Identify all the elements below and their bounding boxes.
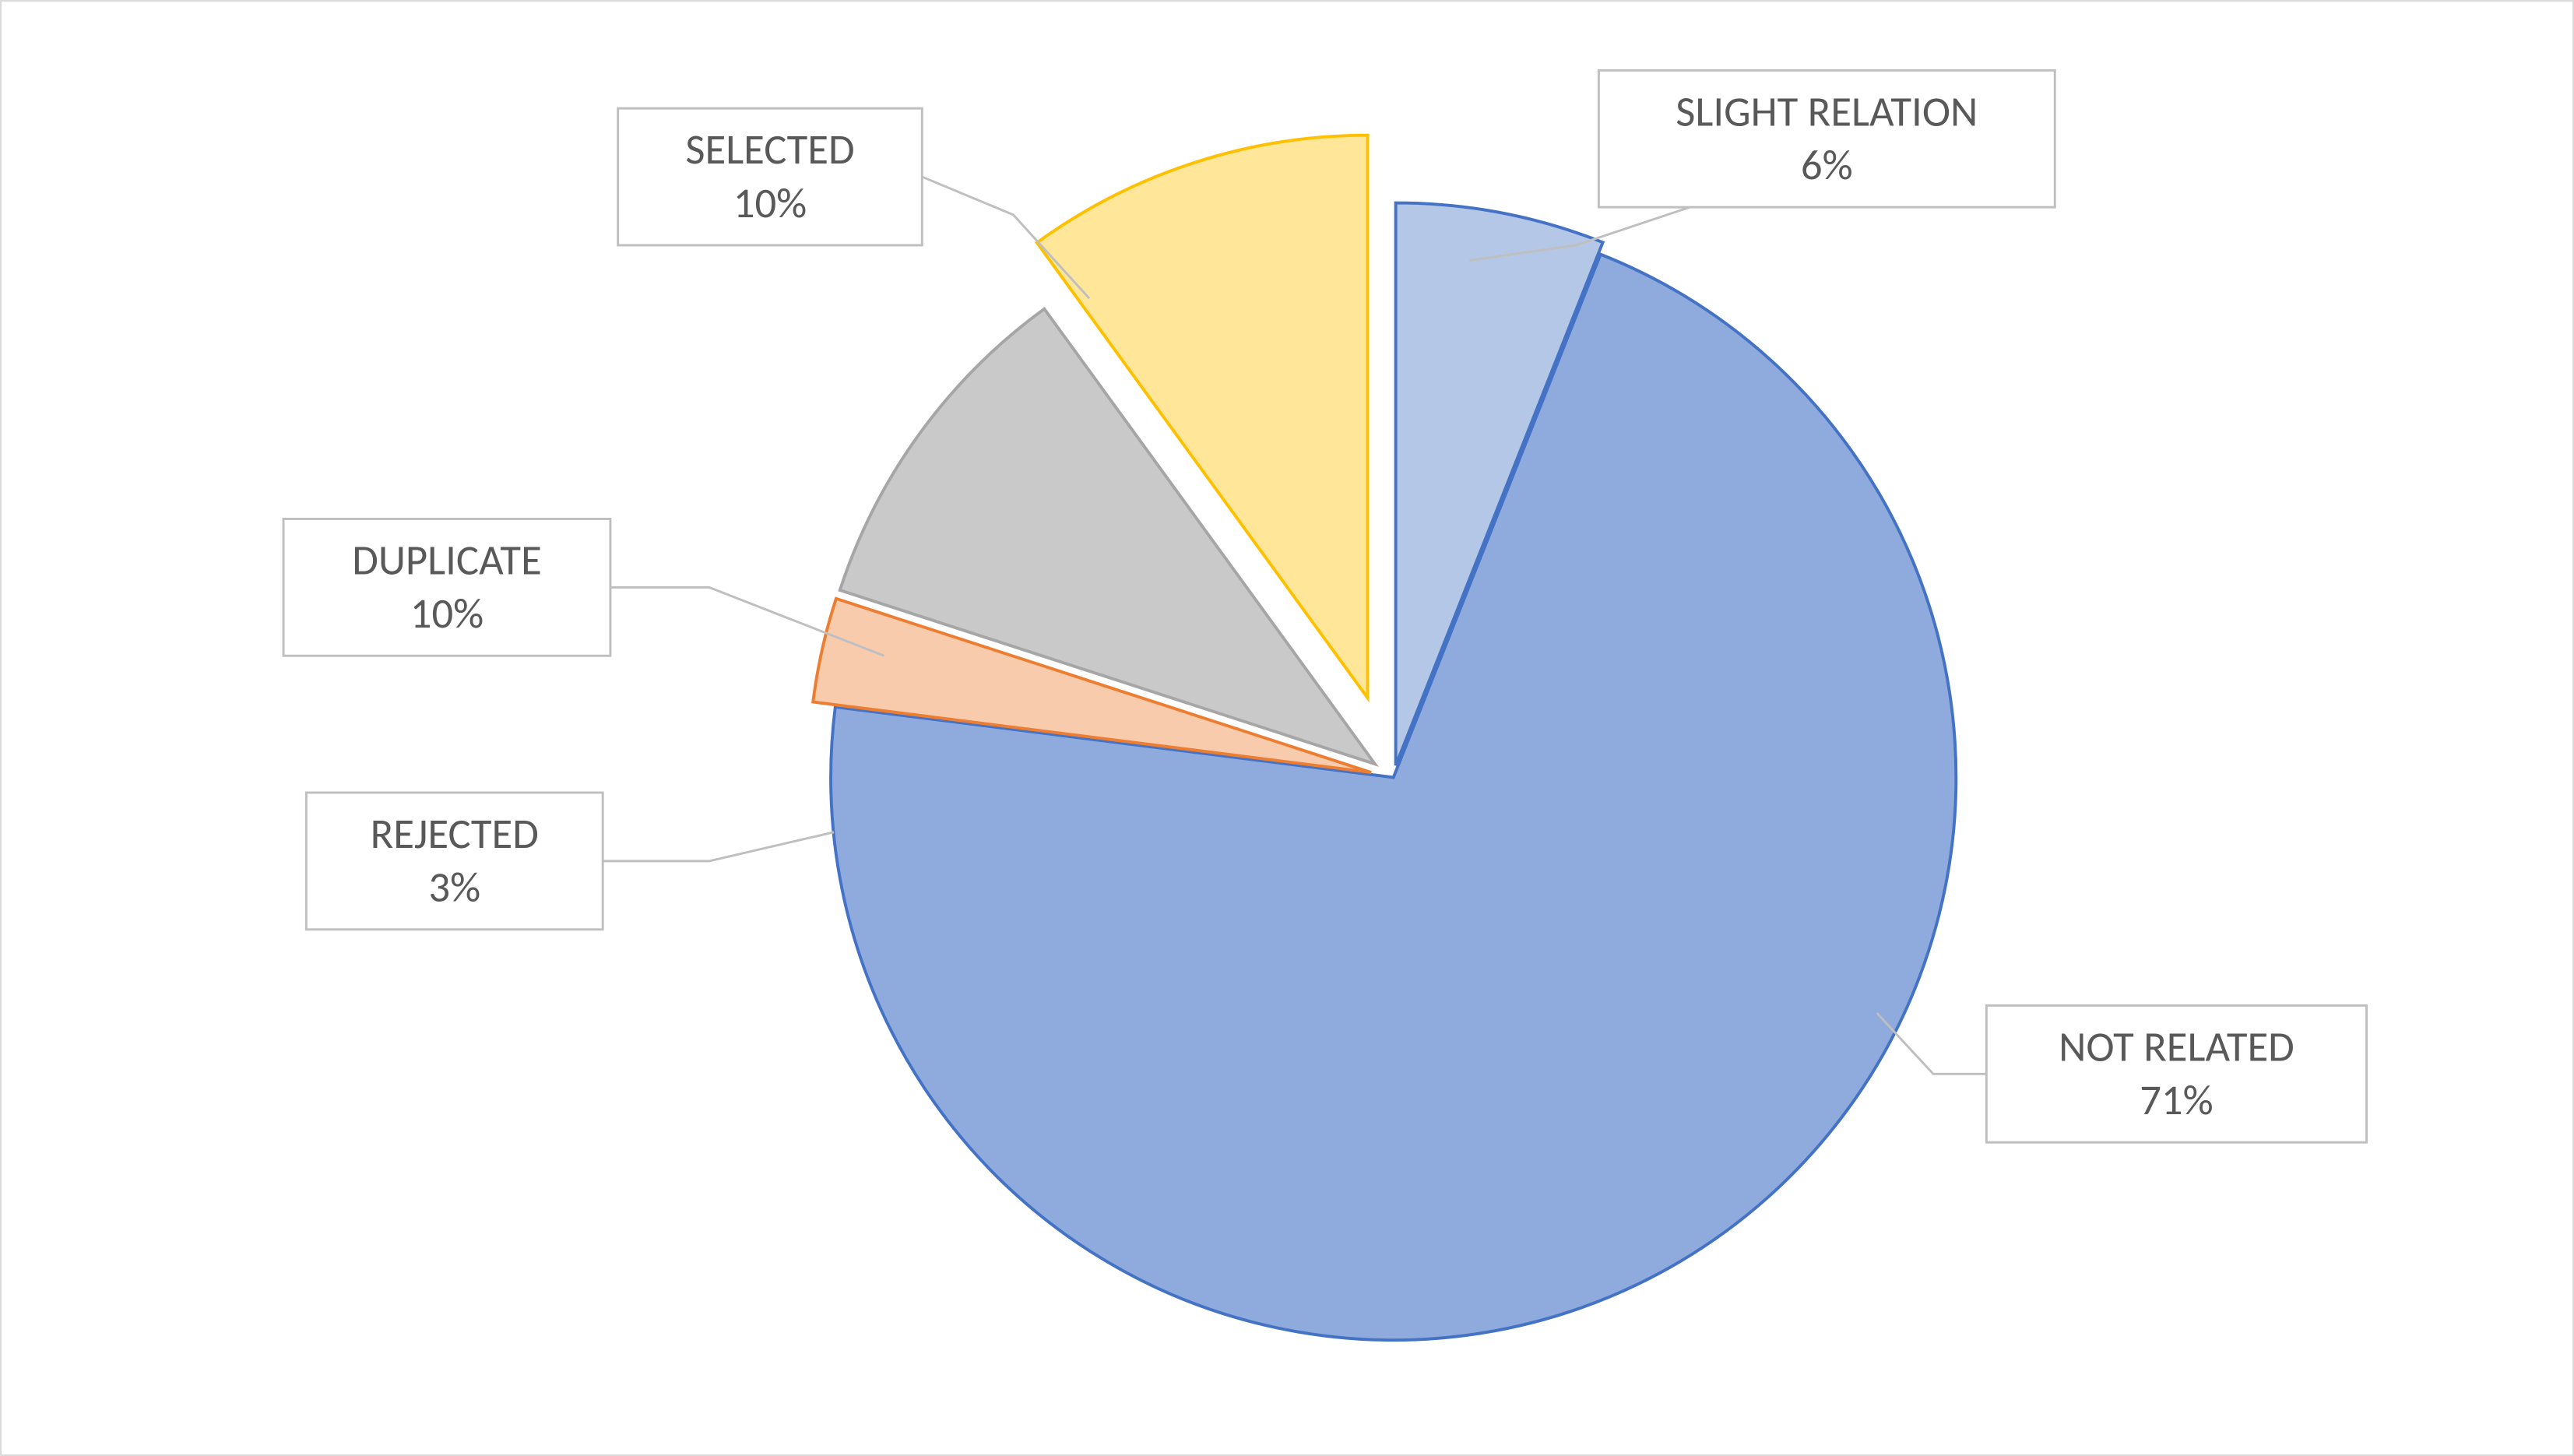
callout-label: SLIGHT RELATION xyxy=(1676,85,1978,137)
callout-percent: 10% xyxy=(410,587,484,639)
callout-label: SELECTED xyxy=(685,123,854,175)
pie-slices xyxy=(813,135,1956,1340)
callout-leader xyxy=(603,832,834,861)
callout-label: REJECTED xyxy=(371,807,539,860)
callout-percent: 3% xyxy=(428,861,480,913)
callout-label: DUPLICATE xyxy=(352,534,542,586)
pie-chart: SLIGHT RELATION6% NOT RELATED71% REJECTED3… xyxy=(17,17,2557,1439)
chart-frame: SLIGHT RELATION6% NOT RELATED71% REJECTED3… xyxy=(0,0,2574,1456)
callout-percent: 10% xyxy=(733,177,807,229)
callout-percent: 6% xyxy=(1801,139,1853,191)
callout-percent: 71% xyxy=(2140,1074,2214,1126)
callout-label: NOT RELATED xyxy=(2059,1020,2294,1072)
